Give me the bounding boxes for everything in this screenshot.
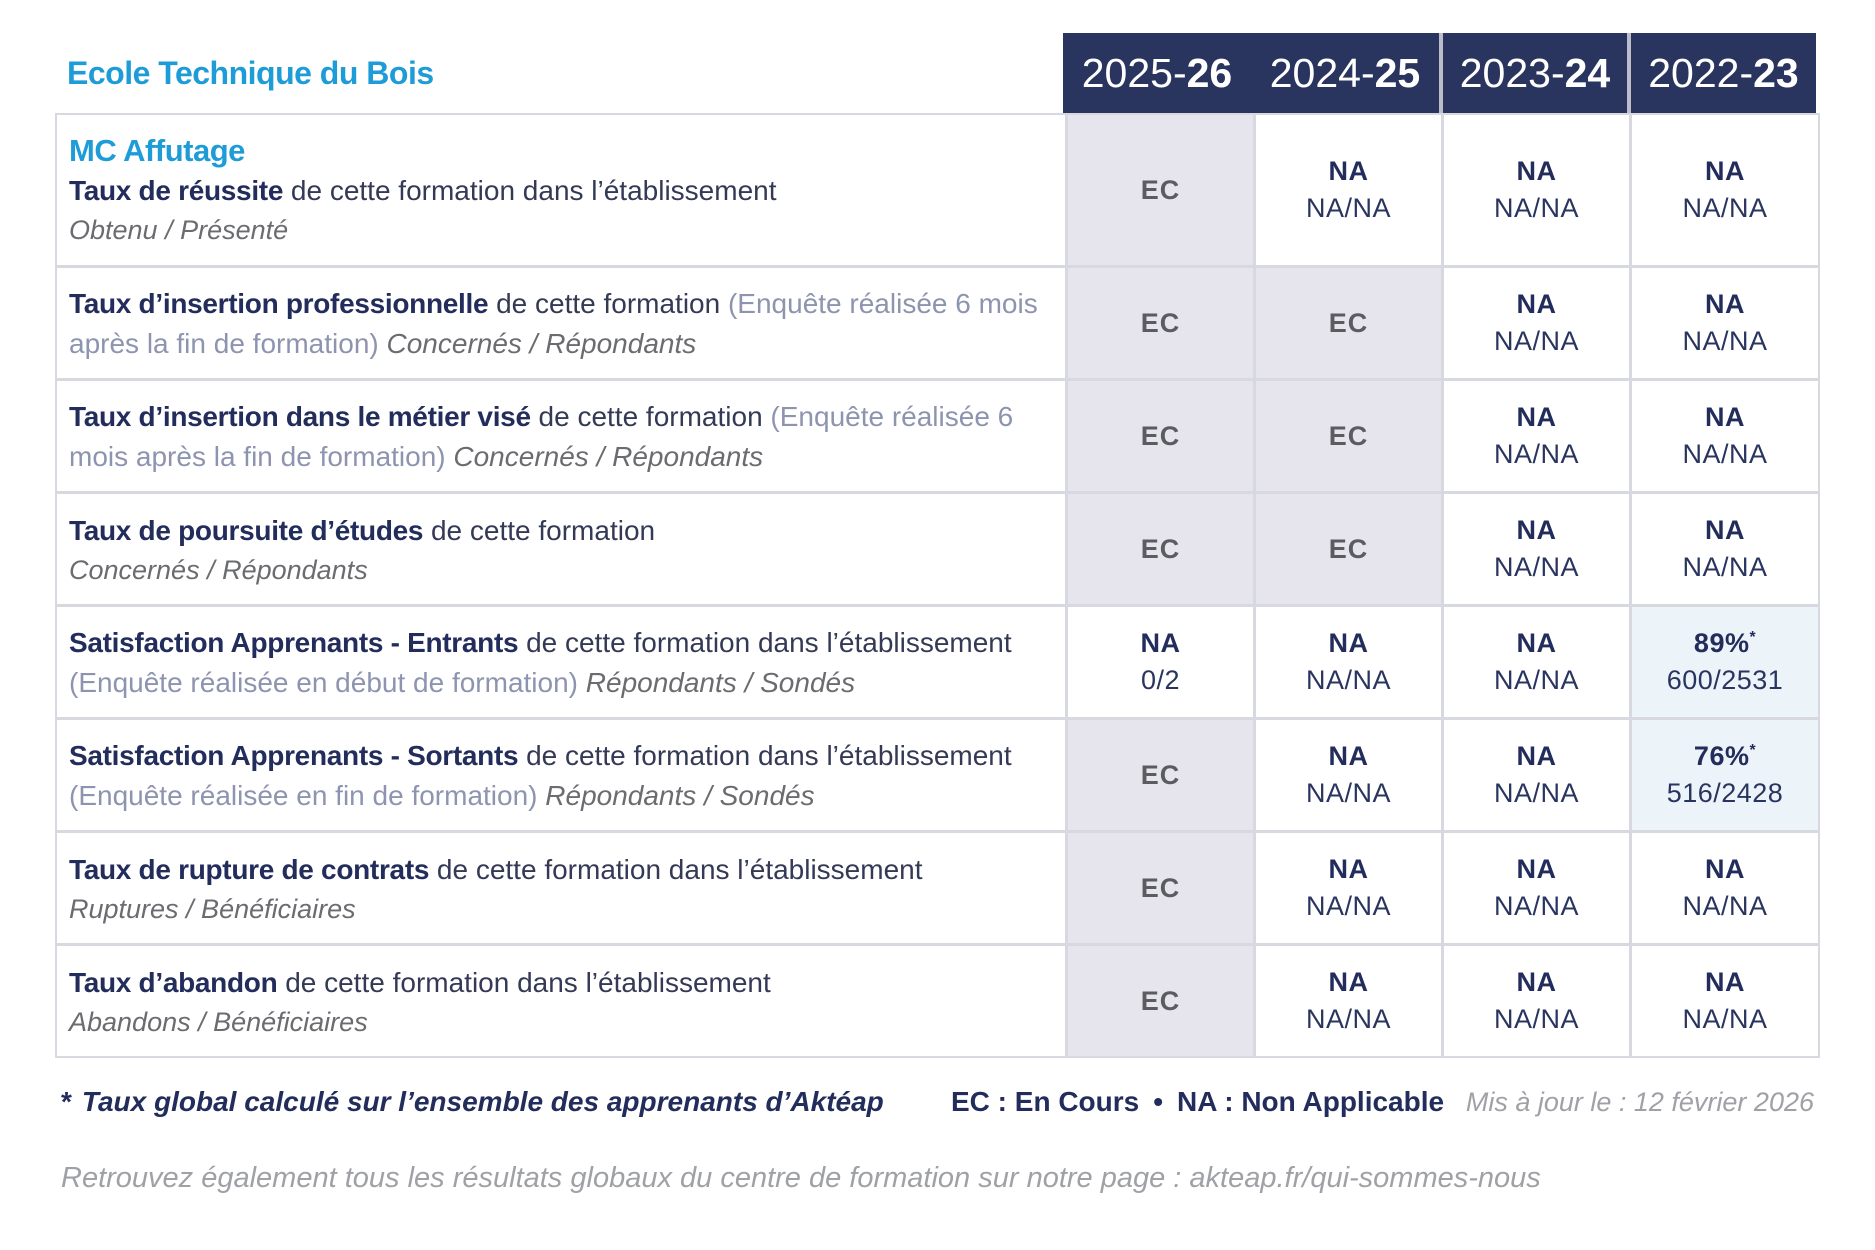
value-cell-highlight: 76%* 516/2428 <box>1629 720 1818 830</box>
year-column-2022-23: 2022-23 <box>1627 33 1816 113</box>
footnote-star: * <box>61 1086 72 1117</box>
legend-na: NA : Non Applicable <box>1177 1086 1445 1117</box>
year-header-block-recent: 2025-26 2024-25 <box>1063 33 1439 113</box>
metric-subtitle: Obtenu / Présenté <box>69 214 289 245</box>
value-cell: EC <box>1253 494 1441 604</box>
value-cell: NA NA/NA <box>1629 833 1818 943</box>
value-cell: NA 0/2 <box>1065 607 1253 717</box>
results-table: MC Affutage Taux de réussite de cette fo… <box>55 113 1820 1058</box>
value-cell: NA NA/NA <box>1629 381 1818 491</box>
value-cell: NA NA/NA <box>1253 720 1441 830</box>
value-cell: EC <box>1065 720 1253 830</box>
metric-desc: de cette formation <box>538 401 763 433</box>
metric-title: Satisfaction Apprenants - Entrants <box>69 627 519 659</box>
value-cell: NA NA/NA <box>1441 607 1629 717</box>
metric-subtitle: Concernés / Répondants <box>453 441 764 472</box>
value-cell: EC <box>1065 381 1253 491</box>
metric-label: Satisfaction Apprenants - Entrants de ce… <box>57 607 1065 717</box>
value-cell: NA NA/NA <box>1441 720 1629 830</box>
metric-survey-note: (Enquête réalisée 6 mois après la fin de… <box>69 401 1014 472</box>
footnote-marker: * <box>1749 629 1757 646</box>
program-name: MC Affutage <box>69 132 245 168</box>
metric-label: Taux d’insertion professionnelle de cett… <box>57 268 1065 378</box>
value-cell: EC <box>1065 268 1253 378</box>
school-name-cell: Ecole Technique du Bois <box>55 33 1063 113</box>
value-cell: NA NA/NA <box>1253 607 1441 717</box>
metric-title: Taux de rupture de contrats <box>69 853 430 885</box>
metric-label: Satisfaction Apprenants - Sortants de ce… <box>57 720 1065 830</box>
value-cell: NA NA/NA <box>1629 268 1818 378</box>
table-row-satisfaction-entrants: Satisfaction Apprenants - Entrants de ce… <box>57 604 1818 717</box>
footnote-marker: * <box>1749 742 1757 759</box>
metric-title: Taux d’insertion dans le métier visé <box>69 401 531 433</box>
metric-title: Taux d’insertion professionnelle <box>69 288 489 320</box>
results-sheet: Ecole Technique du Bois 2025-26 2024-25 … <box>55 33 1820 1194</box>
metric-desc: de cette formation <box>430 514 656 546</box>
metric-label: Taux d’abandon de cette formation dans l… <box>57 946 1065 1056</box>
table-header-row: Ecole Technique du Bois 2025-26 2024-25 … <box>55 33 1820 113</box>
metric-title: Taux de poursuite d’études <box>69 514 424 546</box>
school-name: Ecole Technique du Bois <box>67 54 434 91</box>
metric-desc: de cette formation dans l’établissement <box>285 966 771 998</box>
value-cell: EC <box>1253 268 1441 378</box>
legend-separator-dot: • <box>1153 1086 1164 1117</box>
table-row-satisfaction-sortants: Satisfaction Apprenants - Sortants de ce… <box>57 717 1818 830</box>
value-cell: NA NA/NA <box>1441 115 1629 265</box>
table-row-insertion-professionnelle: Taux d’insertion professionnelle de cett… <box>57 265 1818 378</box>
value-cell: NA NA/NA <box>1629 115 1818 265</box>
metric-desc: de cette formation dans l’établissement <box>290 174 777 206</box>
table-row-insertion-metier-vise: Taux d’insertion dans le métier visé de … <box>57 378 1818 491</box>
table-row-rupture-contrats: Taux de rupture de contrats de cette for… <box>57 830 1818 943</box>
metric-title: Taux d’abandon <box>69 966 278 998</box>
metric-subtitle: Répondants / Sondés <box>585 667 856 698</box>
value-cell: NA NA/NA <box>1629 946 1818 1056</box>
value-cell: EC <box>1065 494 1253 604</box>
metric-subtitle: Concernés / Répondants <box>386 328 697 359</box>
table-row-abandon: Taux d’abandon de cette formation dans l… <box>57 943 1818 1056</box>
footer-row: * Taux global calculé sur l’ensemble des … <box>55 1086 1820 1118</box>
value-cell: NA NA/NA <box>1253 115 1441 265</box>
metric-desc: de cette formation dans l’établissement <box>526 740 1012 772</box>
value-cell: EC <box>1065 833 1253 943</box>
metric-desc: de cette formation dans l’établissement <box>436 853 923 885</box>
metric-title: Satisfaction Apprenants - Sortants <box>69 740 519 772</box>
metric-survey-note: (Enquête réalisée en début de formation) <box>69 667 578 698</box>
legend-ec: EC : En Cours <box>951 1086 1140 1117</box>
metric-label: Taux de rupture de contrats de cette for… <box>57 833 1065 943</box>
year-column-2024-25: 2024-25 <box>1269 49 1421 96</box>
value-cell-highlight: 89%* 600/2531 <box>1629 607 1818 717</box>
value-cell: NA NA/NA <box>1441 494 1629 604</box>
value-cell: NA NA/NA <box>1441 946 1629 1056</box>
value-cell: NA NA/NA <box>1253 833 1441 943</box>
metric-survey-note: (Enquête réalisée 6 mois après la fin de… <box>69 288 1038 359</box>
value-cell: NA NA/NA <box>1441 268 1629 378</box>
value-cell: NA NA/NA <box>1629 494 1818 604</box>
metric-subtitle: Ruptures / Bénéficiaires <box>69 893 356 924</box>
global-results-info-line: Retrouvez également tous les résultats g… <box>61 1162 1541 1194</box>
table-row-poursuite-etudes: Taux de poursuite d’études de cette form… <box>57 491 1818 604</box>
metric-title: Taux de réussite <box>69 174 284 206</box>
abbreviations-legend: EC : En Cours • NA : Non Applicable <box>951 1086 1444 1118</box>
value-cell: NA NA/NA <box>1441 381 1629 491</box>
last-updated-date: Mis à jour le : 12 février 2026 <box>1465 1087 1814 1117</box>
value-cell: EC <box>1253 381 1441 491</box>
metric-survey-note: (Enquête réalisée en fin de formation) <box>69 780 538 811</box>
metric-subtitle: Concernés / Répondants <box>69 554 368 585</box>
value-cell: EC <box>1065 946 1253 1056</box>
value-cell: EC <box>1065 115 1253 265</box>
table-row-taux-reussite: MC Affutage Taux de réussite de cette fo… <box>57 115 1818 265</box>
global-rate-footnote: * Taux global calculé sur l’ensemble des … <box>61 1086 884 1117</box>
metric-label: MC Affutage Taux de réussite de cette fo… <box>57 115 1065 265</box>
metric-desc: de cette formation <box>496 288 721 320</box>
metric-label: Taux de poursuite d’études de cette form… <box>57 494 1065 604</box>
metric-subtitle: Répondants / Sondés <box>545 780 815 811</box>
value-cell: NA NA/NA <box>1441 833 1629 943</box>
metric-desc: de cette formation dans l’établissement <box>526 627 1012 659</box>
year-column-2025-26: 2025-26 <box>1081 49 1233 96</box>
value-cell: NA NA/NA <box>1253 946 1441 1056</box>
metric-subtitle: Abandons / Bénéficiaires <box>69 1006 368 1037</box>
metric-label: Taux d’insertion dans le métier visé de … <box>57 381 1065 491</box>
year-column-2023-24: 2023-24 <box>1439 33 1627 113</box>
